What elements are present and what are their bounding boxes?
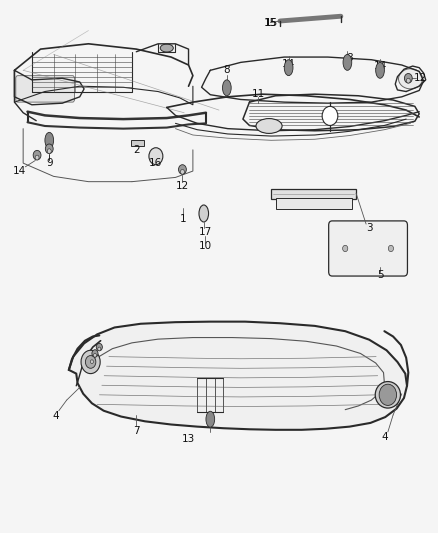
- Circle shape: [379, 384, 396, 406]
- Text: 9: 9: [46, 158, 53, 168]
- Ellipse shape: [284, 60, 293, 76]
- Circle shape: [180, 169, 184, 174]
- Circle shape: [46, 144, 53, 154]
- Text: 10: 10: [198, 241, 212, 252]
- Circle shape: [404, 74, 412, 83]
- FancyBboxPatch shape: [328, 221, 407, 276]
- Ellipse shape: [45, 132, 53, 148]
- Text: 15: 15: [264, 18, 277, 28]
- Text: 17: 17: [198, 227, 212, 237]
- Circle shape: [406, 78, 410, 83]
- Text: 3: 3: [366, 223, 372, 233]
- Ellipse shape: [160, 44, 173, 52]
- Text: 12: 12: [176, 181, 189, 191]
- Circle shape: [179, 165, 186, 174]
- Ellipse shape: [199, 205, 208, 222]
- Circle shape: [322, 107, 338, 125]
- Circle shape: [85, 356, 96, 368]
- Text: 4: 4: [381, 432, 388, 442]
- Circle shape: [89, 356, 95, 364]
- Bar: [276, 198, 352, 209]
- Circle shape: [90, 360, 93, 364]
- Text: 14: 14: [282, 59, 295, 69]
- Ellipse shape: [376, 62, 385, 78]
- Text: 8: 8: [223, 66, 230, 75]
- Ellipse shape: [256, 118, 282, 133]
- Bar: [271, 189, 356, 199]
- Text: 14: 14: [13, 166, 26, 176]
- Text: 8: 8: [346, 53, 353, 63]
- Circle shape: [98, 347, 101, 351]
- Circle shape: [33, 150, 41, 160]
- Circle shape: [93, 353, 96, 357]
- Text: 14: 14: [374, 61, 387, 71]
- Circle shape: [47, 149, 51, 154]
- Text: 16: 16: [149, 158, 162, 168]
- Ellipse shape: [375, 382, 400, 408]
- Text: 2: 2: [133, 145, 140, 155]
- Circle shape: [149, 148, 163, 165]
- Circle shape: [81, 350, 100, 374]
- Bar: [131, 140, 144, 146]
- Ellipse shape: [399, 69, 423, 89]
- Text: 13: 13: [182, 434, 195, 444]
- Text: 12: 12: [413, 73, 427, 83]
- Text: 15: 15: [265, 18, 278, 28]
- Polygon shape: [69, 321, 407, 430]
- Text: 11: 11: [251, 88, 265, 99]
- FancyBboxPatch shape: [16, 76, 74, 102]
- Text: 4: 4: [53, 411, 59, 421]
- Circle shape: [92, 350, 98, 357]
- Ellipse shape: [343, 54, 352, 70]
- Circle shape: [35, 155, 39, 160]
- Text: 7: 7: [133, 426, 140, 436]
- Circle shape: [343, 245, 348, 252]
- Ellipse shape: [206, 411, 215, 427]
- Text: 5: 5: [377, 270, 383, 280]
- Circle shape: [389, 245, 393, 252]
- Circle shape: [96, 343, 102, 351]
- Ellipse shape: [223, 80, 231, 96]
- Text: 1: 1: [180, 214, 187, 224]
